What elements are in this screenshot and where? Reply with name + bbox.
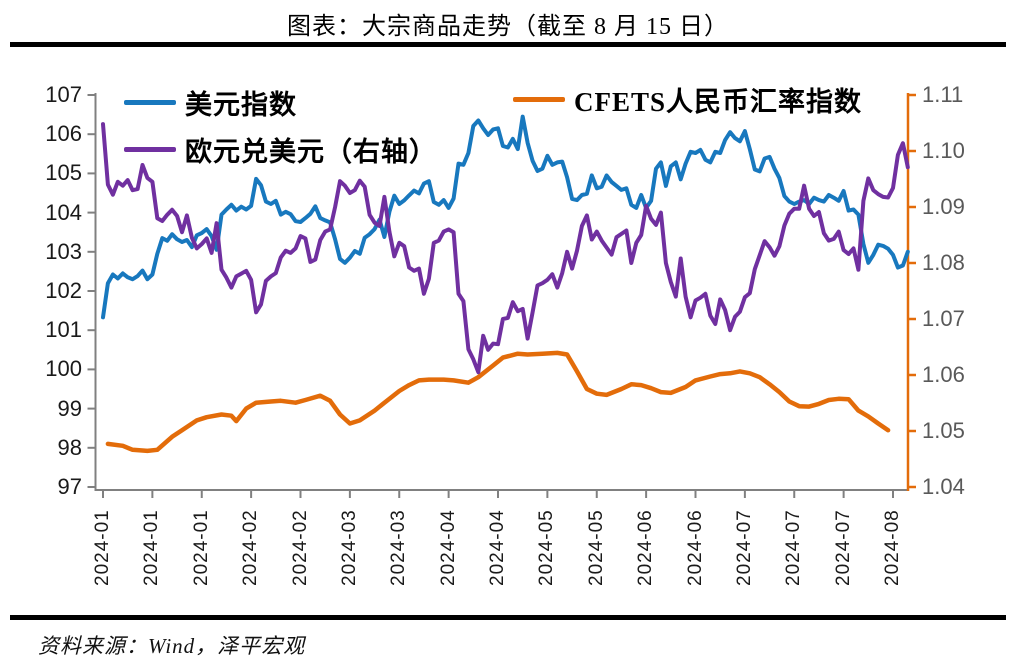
x-axis-tick-label: 2024-05	[536, 509, 558, 586]
left-axis-tick-label: 104	[45, 199, 82, 225]
usd-index-line	[101, 114, 910, 320]
right-axis-tick-label: 1.10	[922, 138, 965, 163]
left-axis-tick-label: 105	[45, 160, 82, 186]
left-axis-tick-label: 106	[45, 121, 82, 147]
x-axis-tick-label: 2024-05	[585, 509, 607, 586]
right-axis-tick-label: 1.07	[922, 306, 965, 331]
x-axis-tick-label: 2024-08	[882, 509, 903, 586]
left-axis-tick-label: 102	[45, 278, 82, 303]
left-axis-tick-label: 98	[57, 434, 82, 460]
source-note: 资料来源：Wind，泽平宏观	[38, 634, 306, 658]
left-axis-tick-label: 103	[45, 238, 82, 264]
right-axis-tick-label: 1.06	[922, 362, 965, 387]
right-axis-tick-label: 1.08	[922, 250, 965, 275]
x-axis-tick-label: 2024-04	[437, 509, 459, 586]
x-axis-tick-label: 2024-03	[388, 509, 410, 586]
left-axis-tick-label: 99	[57, 395, 82, 421]
right-axis-tick-label: 1.11	[922, 82, 964, 107]
x-axis-tick-label: 2024-01	[92, 509, 113, 586]
x-axis-tick-label: 2024-07	[783, 509, 805, 586]
left-axis-tick-label: 100	[45, 356, 82, 382]
x-axis-tick-label: 2024-01	[141, 509, 163, 586]
x-axis-tick-label: 2024-04	[487, 509, 508, 586]
left-axis-tick-label: 107	[45, 82, 82, 107]
eurusd-legend-label: 欧元兑美元（右轴）	[185, 137, 437, 167]
x-axis-tick-label: 2024-06	[684, 509, 706, 586]
legend-item-cfets: CFETS人民币汇率指数	[513, 80, 862, 119]
eurusd-line	[101, 122, 910, 375]
usd-index-legend-label: 美元指数	[185, 90, 297, 120]
x-axis-tick-label: 2024-03	[338, 509, 360, 586]
x-axis-tick-label: 2024-07	[733, 509, 755, 586]
x-axis-tick-label: 2024-07	[832, 509, 854, 586]
right-axis-tick-label: 1.04	[922, 474, 965, 499]
left-axis-tick-label: 101	[45, 317, 82, 343]
x-axis-tick-label: 2024-02	[240, 509, 262, 586]
x-axis-tick-label: 2024-02	[289, 509, 311, 586]
cfets-legend-label: CFETS人民币汇率指数	[574, 87, 863, 117]
right-axis-tick-label: 1.09	[922, 194, 965, 219]
legend-item-eurusd: 欧元兑美元（右轴）	[124, 130, 437, 169]
bottom-divider	[10, 615, 1006, 620]
cfets-line-swatch	[513, 97, 565, 102]
usd-index-line-swatch	[124, 100, 176, 105]
x-axis-tick-label: 2024-01	[190, 509, 212, 586]
x-axis-tick-label: 2024-06	[635, 509, 657, 586]
legend-item-usd-index: 美元指数	[124, 83, 297, 122]
cfets-index-line	[105, 350, 891, 454]
eurusd-line-swatch	[124, 147, 176, 152]
right-axis-tick-label: 1.05	[922, 418, 965, 443]
top-divider	[10, 42, 1006, 47]
page-title: 图表：大宗商品走势（截至 8 月 15 日）	[287, 14, 729, 40]
left-axis-tick-label: 97	[57, 474, 82, 499]
